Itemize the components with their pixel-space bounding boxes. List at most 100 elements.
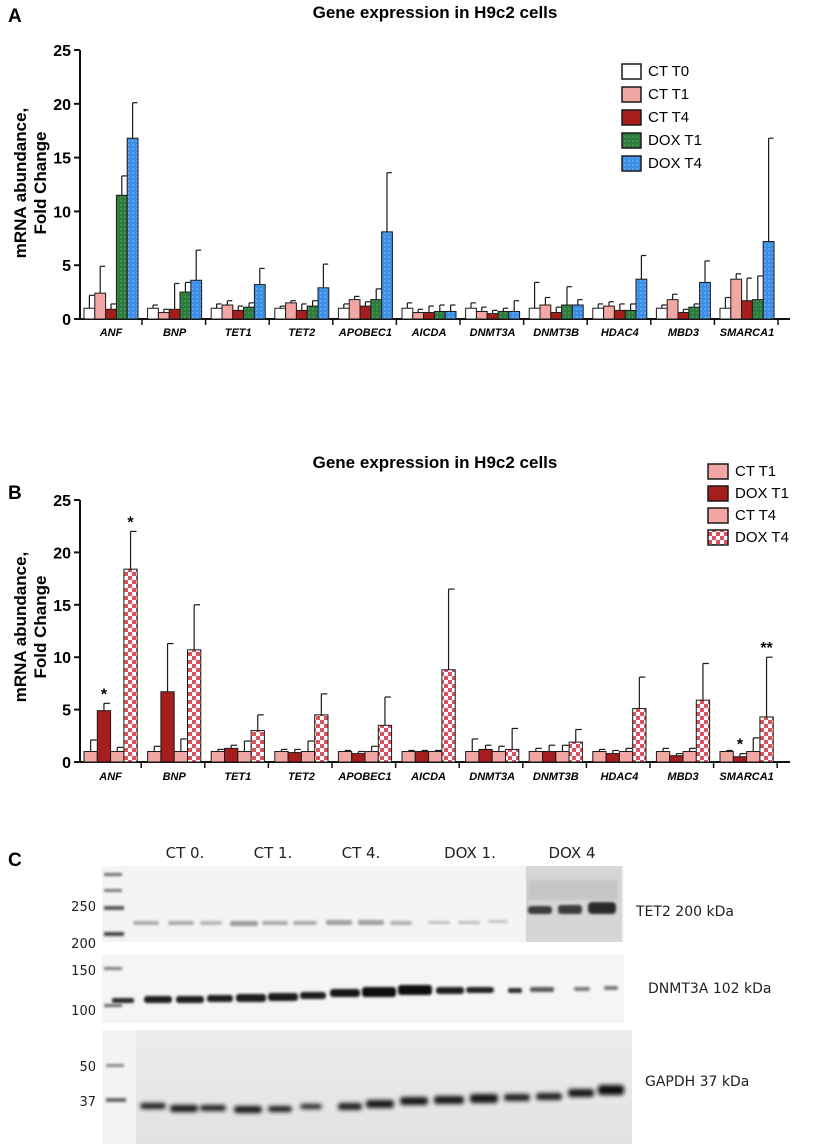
- chart-b-significance-anf-0: *: [101, 686, 108, 703]
- chart-b-category-label-bnp: BNP: [163, 771, 187, 783]
- chart-a-bar-ct-t1-smarca1: [730, 278, 743, 320]
- chart-a-bar-ct-t1-tet2: [285, 302, 297, 320]
- chart-a-bar-ct-t4-bnp: [168, 308, 181, 320]
- chart-a-bar-ct-t4-apobec1: [359, 305, 372, 320]
- band-label-gapdh: GAPDH 37 kDa: [645, 1074, 749, 1090]
- chart-a-bar-dox-t1-anf: [115, 194, 128, 320]
- chart-a-bar-ct-t0-dnmt3a: [465, 307, 477, 320]
- chart-a-bar-ct-t0-aicda: [401, 307, 414, 320]
- chart-b-ytick-label: 25: [53, 493, 71, 510]
- chart-a-legend-swatch-ct-t1: [621, 86, 642, 103]
- chart-a-bar-dox-t1-mbd3: [688, 306, 701, 320]
- chart-a-bar-dox-t1-dnmt3b: [561, 304, 573, 320]
- blot-tet2-ladder: [104, 873, 124, 936]
- chart-b-category-label-mbd3: MBD3: [667, 771, 698, 783]
- chart-b-bar-dox-t1-apobec1: [351, 753, 366, 763]
- chart-b-category-label-hdac4: HDAC4: [600, 771, 638, 783]
- blot-tet2-bands: [133, 880, 618, 926]
- chart-a-ytick-label: 0: [62, 312, 71, 329]
- chart-b-bar-ct-t1-tet1: [210, 751, 225, 763]
- chart-b-bar-ct-t1-mbd3: [655, 751, 671, 763]
- blot-gapdh-ladder-lane: [102, 1030, 136, 1144]
- chart-a-legend-label-dox-t4: DOX T4: [648, 155, 702, 172]
- chart-b-bar-dox-t4-dnmt3b: [568, 741, 583, 763]
- chart-a-bar-dox-t1-bnp: [179, 291, 192, 320]
- chart-a-legend-swatch-dox-t4: [621, 155, 642, 172]
- chart-b-bar-ct-t4-aicda: [428, 751, 443, 763]
- chart-a-bar-dox-t1-dnmt3a: [497, 310, 510, 320]
- chart-b-category-label-dnmt3b: DNMT3B: [533, 771, 579, 783]
- chart-b-bar-ct-t1-tet2: [274, 751, 289, 763]
- chart-b-bar-dox-t1-smarca1: [732, 756, 748, 763]
- lane-label-ct1: CT 1.: [254, 844, 293, 862]
- chart-a-category-label-hdac4: HDAC4: [601, 327, 639, 339]
- chart-a-bar-dox-t4-dnmt3a: [508, 310, 521, 320]
- chart-a: A Gene expression in H9c2 cells mRNA abu…: [8, 3, 790, 339]
- chart-a-bar-ct-t0-tet1: [210, 307, 223, 320]
- chart-a-category-label-aicda: AICDA: [411, 327, 447, 339]
- chart-b-legend-label-ct-t1: CT T1: [735, 463, 776, 480]
- chart-a-legend-swatch-ct-t4: [621, 109, 642, 126]
- chart-a-bar-dox-t4-bnp: [190, 279, 203, 320]
- chart-a-bar-ct-t4-mbd3: [677, 312, 690, 320]
- chart-b-bar-ct-t1-smarca1: [719, 751, 734, 763]
- chart-a-bar-dox-t4-tet1: [253, 284, 266, 320]
- chart-b-bar-ct-t4-apobec1: [364, 751, 379, 763]
- chart-b-bar-dox-t4-apobec1: [377, 724, 393, 763]
- chart-a-bar-ct-t4-tet1: [232, 309, 245, 320]
- chart-a-category-label-mbd3: MBD3: [668, 327, 699, 339]
- chart-b-bar-ct-t4-anf: [110, 751, 125, 763]
- chart-b-legend-swatch-ct-t4: [707, 507, 729, 524]
- chart-b-bar-dox-t4-hdac4: [632, 708, 647, 763]
- marker-50: 50: [79, 1060, 96, 1075]
- western-blot-panel: C CT 0. CT 1. CT 4. DOX 1. DOX 4: [8, 844, 771, 1144]
- chart-b-category-label-tet1: TET1: [224, 771, 251, 783]
- blot-tet2: 250 200 TET2 200 kDa: [71, 866, 734, 952]
- chart-a-bar-ct-t1-hdac4: [603, 305, 615, 320]
- chart-a-bar-ct-t1-mbd3: [666, 299, 679, 320]
- chart-b-bar-dox-t4-smarca1: [759, 716, 774, 763]
- marker-200: 200: [71, 937, 96, 952]
- chart-a-bar-dox-t1-tet1: [243, 306, 255, 320]
- chart-a-bar-ct-t4-tet2: [295, 309, 308, 320]
- chart-b-bar-ct-t4-dnmt3a: [491, 751, 507, 763]
- chart-b-bar-ct-t1-anf: [83, 751, 98, 763]
- chart-a-category-label-bnp: BNP: [163, 327, 187, 339]
- chart-b-bar-dox-t4-tet1: [250, 730, 265, 763]
- chart-a-legend-label-dox-t1: DOX T1: [648, 132, 702, 149]
- chart-a-bar-ct-t0-bnp: [147, 307, 159, 320]
- chart-a-bar-ct-t0-anf: [83, 307, 96, 320]
- chart-a-ylabel-line2: Fold Change: [31, 132, 50, 235]
- blot-gapdh-membrane: [136, 1030, 632, 1144]
- chart-b: B Gene expression in H9c2 cells mRNA abu…: [8, 453, 790, 783]
- chart-b-ytick-label: 5: [62, 703, 71, 720]
- chart-b-bar-ct-t4-dnmt3b: [555, 751, 570, 763]
- marker-150: 150: [71, 964, 96, 979]
- chart-a-bar-ct-t1-dnmt3a: [475, 310, 488, 320]
- chart-b-bar-dox-t1-bnp: [160, 691, 175, 763]
- chart-a-category-label-apobec1: APOBEC1: [338, 327, 392, 339]
- chart-b-category-label-aicda: AICDA: [410, 771, 446, 783]
- chart-b-bar-dox-t4-tet2: [314, 714, 329, 763]
- chart-a-bar-ct-t0-apobec1: [337, 307, 350, 320]
- chart-a-bar-ct-t1-apobec1: [348, 299, 361, 320]
- lane-label-dox1: DOX 1.: [444, 844, 496, 862]
- panel-label-c: C: [8, 850, 22, 871]
- chart-b-bar-ct-t1-hdac4: [592, 751, 607, 763]
- chart-b-bar-ct-t4-mbd3: [682, 751, 697, 763]
- chart-a-bar-ct-t1-tet1: [221, 304, 234, 320]
- chart-a-bar-ct-t4-dnmt3b: [550, 312, 563, 320]
- blot-gapdh-ladder: [106, 1064, 126, 1102]
- chart-a-ylabel-line1: mRNA abundance,: [11, 108, 30, 259]
- chart-a-bar-ct-t4-anf: [105, 308, 117, 320]
- chart-b-ytick-label: 10: [53, 650, 71, 667]
- chart-a-category-label-tet1: TET1: [225, 327, 252, 339]
- chart-b-legend-label-dox-t1: DOX T1: [735, 485, 789, 502]
- chart-a-bar-dox-t1-hdac4: [624, 309, 637, 320]
- chart-b-bar-dox-t1-tet2: [287, 752, 302, 763]
- chart-b-bar-dox-t1-dnmt3a: [478, 748, 493, 763]
- chart-a-bar-ct-t0-tet2: [274, 307, 287, 320]
- chart-a-bar-ct-t0-mbd3: [655, 307, 668, 320]
- chart-b-bar-ct-t1-dnmt3a: [465, 751, 480, 763]
- chart-b-bar-ct-t1-apobec1: [337, 751, 353, 763]
